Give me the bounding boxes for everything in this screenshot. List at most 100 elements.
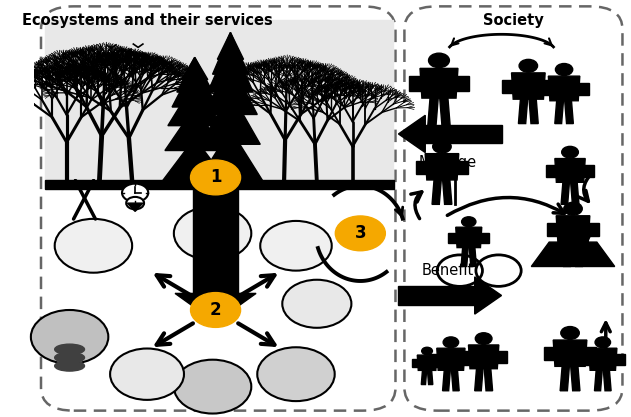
Polygon shape	[456, 227, 481, 248]
Text: Benefit: Benefit	[422, 263, 474, 278]
Polygon shape	[172, 63, 217, 107]
Bar	[45, 20, 393, 186]
Polygon shape	[540, 83, 551, 95]
Polygon shape	[543, 80, 555, 93]
Polygon shape	[208, 40, 253, 92]
Polygon shape	[440, 98, 450, 126]
Circle shape	[561, 327, 579, 339]
Polygon shape	[437, 348, 465, 370]
Polygon shape	[463, 354, 473, 365]
Polygon shape	[162, 138, 227, 181]
Circle shape	[335, 216, 386, 251]
Polygon shape	[475, 369, 483, 391]
Circle shape	[519, 59, 538, 72]
Circle shape	[257, 347, 334, 401]
Polygon shape	[603, 370, 611, 391]
Polygon shape	[531, 242, 615, 266]
Polygon shape	[428, 98, 438, 126]
Bar	[193, 183, 238, 294]
Polygon shape	[201, 92, 260, 144]
Polygon shape	[519, 99, 528, 123]
Polygon shape	[555, 158, 585, 182]
Polygon shape	[417, 355, 437, 370]
Polygon shape	[475, 277, 502, 314]
Circle shape	[174, 360, 251, 414]
Circle shape	[462, 217, 476, 227]
Text: 1: 1	[209, 168, 221, 186]
Text: Society: Society	[483, 13, 544, 28]
Circle shape	[443, 337, 459, 348]
Polygon shape	[432, 180, 441, 204]
Polygon shape	[422, 370, 427, 384]
Circle shape	[126, 197, 144, 209]
Polygon shape	[565, 101, 574, 123]
Polygon shape	[435, 359, 442, 367]
Polygon shape	[420, 68, 458, 98]
Polygon shape	[442, 370, 451, 391]
Polygon shape	[410, 76, 423, 91]
FancyBboxPatch shape	[404, 6, 622, 411]
Ellipse shape	[55, 361, 85, 371]
Bar	[422, 125, 502, 143]
Polygon shape	[563, 242, 572, 266]
Circle shape	[31, 310, 109, 364]
Circle shape	[562, 146, 579, 158]
Polygon shape	[175, 294, 256, 322]
Polygon shape	[574, 242, 583, 266]
Text: 2: 2	[209, 301, 221, 319]
Polygon shape	[577, 83, 589, 95]
FancyBboxPatch shape	[41, 6, 396, 411]
Polygon shape	[398, 115, 425, 153]
Ellipse shape	[55, 352, 85, 363]
Polygon shape	[484, 369, 493, 391]
Polygon shape	[615, 354, 625, 365]
Polygon shape	[512, 73, 545, 99]
Polygon shape	[456, 161, 468, 173]
Polygon shape	[127, 203, 143, 211]
Circle shape	[422, 347, 432, 355]
Polygon shape	[587, 223, 599, 236]
Circle shape	[428, 53, 449, 68]
Polygon shape	[429, 354, 439, 365]
Polygon shape	[502, 80, 514, 93]
Circle shape	[191, 160, 240, 195]
Polygon shape	[594, 370, 602, 391]
Polygon shape	[165, 107, 225, 151]
Polygon shape	[460, 352, 471, 363]
Polygon shape	[168, 82, 221, 126]
Ellipse shape	[55, 344, 85, 354]
Polygon shape	[529, 99, 538, 123]
Polygon shape	[556, 216, 590, 242]
Polygon shape	[469, 248, 476, 266]
Polygon shape	[546, 223, 558, 236]
Polygon shape	[416, 161, 428, 173]
Polygon shape	[584, 347, 596, 360]
Polygon shape	[461, 248, 468, 266]
Polygon shape	[561, 182, 569, 204]
Circle shape	[595, 337, 611, 348]
Polygon shape	[581, 354, 591, 365]
Polygon shape	[570, 367, 580, 391]
Polygon shape	[480, 233, 489, 243]
Polygon shape	[570, 182, 579, 204]
Circle shape	[433, 140, 451, 153]
Circle shape	[191, 293, 240, 327]
Polygon shape	[589, 348, 617, 370]
Polygon shape	[555, 101, 563, 123]
Circle shape	[55, 219, 132, 273]
Polygon shape	[560, 367, 569, 391]
Polygon shape	[442, 180, 452, 204]
Polygon shape	[217, 33, 244, 59]
Circle shape	[475, 333, 492, 344]
Circle shape	[174, 206, 251, 260]
Polygon shape	[427, 370, 433, 384]
Text: 3: 3	[355, 224, 366, 242]
Bar	[45, 179, 394, 188]
Bar	[398, 286, 478, 304]
Polygon shape	[468, 345, 499, 369]
Polygon shape	[198, 129, 263, 181]
Polygon shape	[497, 352, 507, 363]
Polygon shape	[553, 340, 587, 367]
Polygon shape	[451, 370, 459, 391]
Polygon shape	[412, 359, 419, 367]
